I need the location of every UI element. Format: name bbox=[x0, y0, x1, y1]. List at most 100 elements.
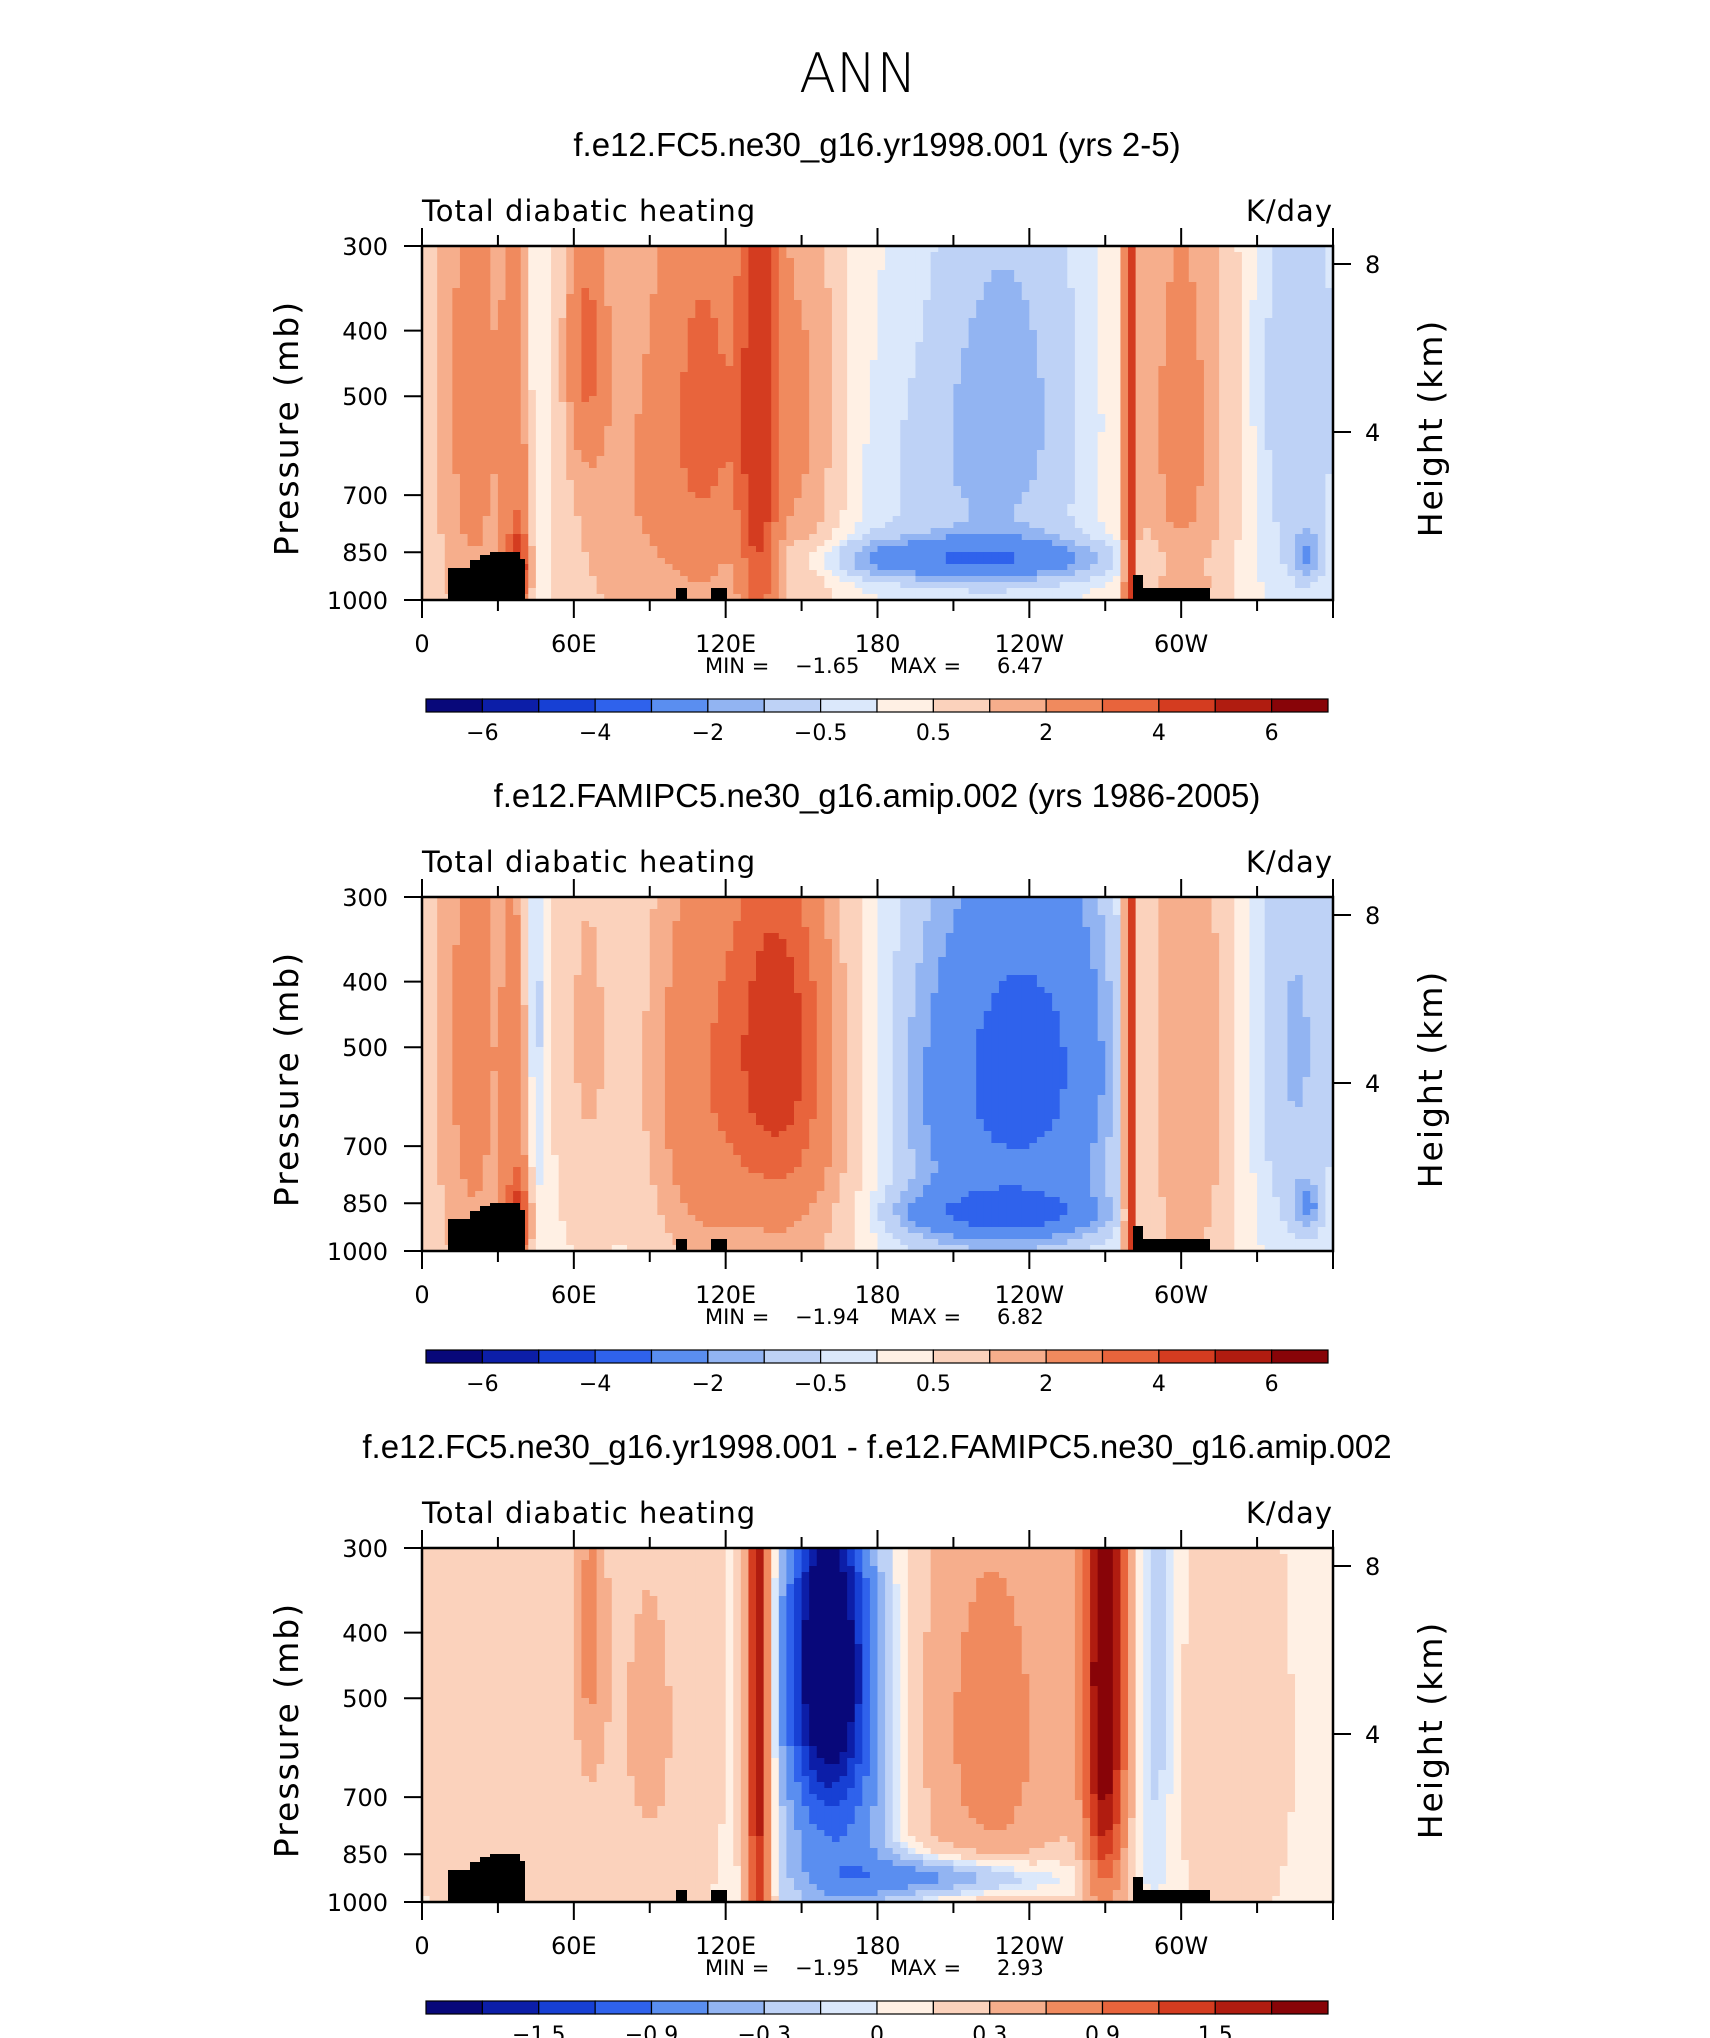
colorbar-swatch bbox=[652, 2001, 708, 2014]
min-value: −1.94 bbox=[795, 1305, 859, 1329]
terrain-block bbox=[676, 1239, 687, 1251]
max-label: MAX = bbox=[890, 1956, 961, 1980]
x-tick-label: 60W bbox=[1154, 630, 1208, 658]
figure-title: ANN bbox=[799, 42, 917, 105]
colorbar-label: 0 bbox=[870, 2023, 884, 2038]
left-string: Total diabatic heating bbox=[421, 1496, 756, 1530]
colorbar: −6 −4 −2 −0.5 0.5 2 4 6 bbox=[426, 699, 1328, 746]
terrain-block bbox=[448, 568, 470, 600]
terrain-block bbox=[711, 1890, 727, 1902]
min-value: −1.65 bbox=[795, 654, 859, 678]
y-axis-label: Pressure (mb) bbox=[267, 300, 306, 556]
colorbar-swatch bbox=[990, 1350, 1046, 1363]
chart-panel-3: f.e12.FC5.ne30_g16.yr1998.001 - f.e12.FA… bbox=[267, 1428, 1450, 2038]
y-tick-label: 700 bbox=[342, 1784, 388, 1812]
panel-title: f.e12.FC5.ne30_g16.yr1998.001 (yrs 2-5) bbox=[573, 126, 1180, 163]
y-tick-label: 700 bbox=[342, 482, 388, 510]
x-tick-label: 60E bbox=[551, 1281, 597, 1309]
colorbar-label: 0.5 bbox=[916, 721, 951, 746]
colorbar-swatch bbox=[539, 2001, 595, 2014]
terrain-block bbox=[520, 559, 525, 600]
y-axis-height: 84 Height (km) bbox=[1333, 902, 1450, 1188]
colorbar-label: −2 bbox=[692, 721, 724, 746]
colorbar-label: 6 bbox=[1265, 721, 1279, 746]
colorbar-swatch bbox=[708, 1350, 764, 1363]
terrain-block bbox=[1133, 588, 1210, 600]
units-label: K/day bbox=[1246, 1496, 1333, 1530]
min-label: MIN = bbox=[705, 654, 769, 678]
max-label: MAX = bbox=[890, 654, 961, 678]
colorbar-swatch bbox=[1215, 1350, 1271, 1363]
colorbar-swatch bbox=[708, 2001, 764, 2014]
terrain-block bbox=[470, 1211, 480, 1251]
terrain-block bbox=[676, 1890, 687, 1902]
panel-title: f.e12.FC5.ne30_g16.yr1998.001 - f.e12.FA… bbox=[362, 1428, 1391, 1465]
min-label: MIN = bbox=[705, 1956, 769, 1980]
colorbar-swatch bbox=[1272, 1350, 1328, 1363]
colorbar-swatch bbox=[821, 2001, 877, 2014]
colorbar-swatch bbox=[933, 1350, 989, 1363]
heatmap-field bbox=[422, 246, 1334, 601]
colorbar-swatch bbox=[1103, 2001, 1159, 2014]
y-tick-label: 850 bbox=[342, 539, 388, 567]
colorbar-label: 2 bbox=[1039, 1372, 1053, 1397]
colorbar-swatch bbox=[482, 699, 538, 712]
terrain-block bbox=[448, 1870, 470, 1902]
x-tick-label: 60W bbox=[1154, 1281, 1208, 1309]
colorbar-swatch bbox=[482, 2001, 538, 2014]
colorbar-label: −0.3 bbox=[738, 2023, 791, 2038]
figure: ANN f.e12.FC5.ne30_g16.yr1998.001 (yrs 2… bbox=[0, 0, 1710, 2038]
colorbar-label: 6 bbox=[1265, 1372, 1279, 1397]
chart-panel-1: f.e12.FC5.ne30_g16.yr1998.001 (yrs 2-5)T… bbox=[267, 126, 1450, 746]
terrain-block bbox=[711, 588, 727, 600]
y-tick-label: 1000 bbox=[327, 1889, 388, 1917]
min-value: −1.95 bbox=[795, 1956, 859, 1980]
max-value: 2.93 bbox=[997, 1956, 1044, 1980]
panel-title: f.e12.FAMIPC5.ne30_g16.amip.002 (yrs 198… bbox=[494, 777, 1261, 814]
colorbar-swatch bbox=[1215, 2001, 1271, 2014]
terrain-block bbox=[448, 1219, 470, 1251]
terrain-block bbox=[490, 1854, 520, 1902]
colorbar-swatch bbox=[1159, 699, 1215, 712]
y-tick-label: 300 bbox=[342, 1535, 388, 1563]
y-tick-label: 500 bbox=[342, 383, 388, 411]
colorbar-swatch bbox=[708, 699, 764, 712]
y-tick-label: 1000 bbox=[327, 587, 388, 615]
chart-panel-2: f.e12.FAMIPC5.ne30_g16.amip.002 (yrs 198… bbox=[267, 777, 1450, 1397]
colorbar-label: −0.5 bbox=[794, 721, 847, 746]
x-tick-label: 60E bbox=[551, 1932, 597, 1960]
height-axis-label: Height (km) bbox=[1411, 1621, 1450, 1840]
colorbar-swatch bbox=[990, 2001, 1046, 2014]
colorbar-swatch bbox=[1159, 2001, 1215, 2014]
y-tick-label: 400 bbox=[342, 1620, 388, 1648]
colorbar-swatch bbox=[933, 699, 989, 712]
y-tick-label: 400 bbox=[342, 318, 388, 346]
colorbar-label: −4 bbox=[579, 1372, 611, 1397]
terrain-block bbox=[470, 560, 480, 600]
terrain-block bbox=[520, 1210, 525, 1251]
terrain-block bbox=[490, 552, 520, 600]
y-tick-label: 700 bbox=[342, 1133, 388, 1161]
colorbar-swatch bbox=[539, 699, 595, 712]
height-axis-label: Height (km) bbox=[1411, 970, 1450, 1189]
x-tick-label: 60W bbox=[1154, 1932, 1208, 1960]
colorbar-swatch bbox=[1046, 2001, 1102, 2014]
x-tick-label: 60E bbox=[551, 630, 597, 658]
colorbar-swatch bbox=[1103, 699, 1159, 712]
colorbar-swatch bbox=[1159, 1350, 1215, 1363]
colorbar-label: 2 bbox=[1039, 721, 1053, 746]
colorbar-label: 0.3 bbox=[972, 2023, 1007, 2038]
heatmap-field bbox=[422, 897, 1334, 1252]
terrain-block bbox=[1133, 1239, 1210, 1251]
max-value: 6.82 bbox=[997, 1305, 1044, 1329]
y-tick-label: 300 bbox=[342, 233, 388, 261]
terrain-block bbox=[490, 1203, 520, 1251]
colorbar-swatch bbox=[1215, 699, 1271, 712]
units-label: K/day bbox=[1246, 845, 1333, 879]
colorbar-label: 0.5 bbox=[916, 1372, 951, 1397]
y-axis-height: 84 Height (km) bbox=[1333, 1553, 1450, 1839]
terrain-block bbox=[676, 588, 687, 600]
colorbar: −6 −4 −2 −0.5 0.5 2 4 6 bbox=[426, 1350, 1328, 1397]
terrain-block bbox=[1133, 1890, 1210, 1902]
